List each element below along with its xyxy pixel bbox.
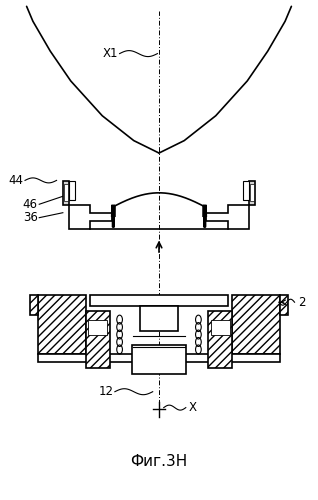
Bar: [208, 310, 232, 368]
Bar: [243, 182, 249, 201]
Bar: [38, 294, 86, 354]
Text: X: X: [189, 401, 197, 414]
Bar: [90, 294, 228, 306]
Polygon shape: [206, 205, 249, 229]
Text: X1: X1: [102, 47, 118, 60]
Bar: [88, 320, 107, 334]
Bar: [69, 182, 75, 201]
Bar: [30, 294, 38, 314]
Bar: [86, 310, 110, 368]
Bar: [63, 182, 69, 205]
Bar: [132, 346, 186, 374]
Bar: [250, 184, 253, 202]
Text: 44: 44: [9, 174, 24, 187]
Bar: [280, 294, 288, 314]
Bar: [211, 320, 230, 334]
Text: 12: 12: [98, 385, 113, 398]
Text: Фиг.3Н: Фиг.3Н: [130, 454, 188, 469]
Polygon shape: [69, 205, 112, 229]
Bar: [140, 306, 178, 330]
Text: 36: 36: [23, 211, 38, 224]
Text: 2: 2: [298, 296, 305, 308]
Bar: [249, 182, 255, 205]
Text: 46: 46: [23, 198, 38, 211]
Bar: [232, 294, 280, 354]
Bar: [65, 184, 68, 202]
Bar: [38, 354, 280, 362]
